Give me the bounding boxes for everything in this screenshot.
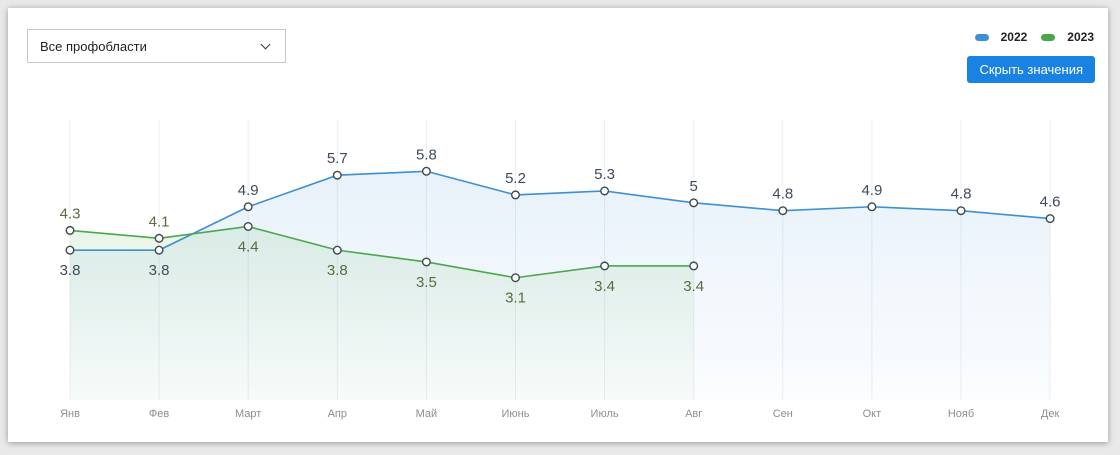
data-point (956, 206, 966, 216)
data-label: 3.1 (505, 290, 526, 307)
x-tick-label: Июнь (502, 408, 530, 420)
legend-swatch-2023 (1041, 33, 1056, 41)
data-point (65, 225, 75, 235)
data-label: 4.1 (149, 213, 170, 230)
data-point (243, 202, 253, 212)
data-label: 5.8 (416, 146, 437, 163)
data-label: 5.2 (505, 170, 526, 187)
data-label: 3.4 (594, 278, 615, 295)
legend: 2022 2023 (974, 30, 1094, 44)
legend-label: 2022 (1000, 30, 1028, 44)
data-label: 3.8 (149, 262, 170, 279)
data-label: 3.5 (416, 274, 437, 291)
data-point (778, 206, 788, 216)
legend-label: 2023 (1067, 30, 1094, 44)
x-tick-label: Июль (591, 408, 619, 420)
legend-item-2023[interactable]: 2023 (1041, 30, 1094, 44)
data-point (600, 261, 610, 271)
data-point (243, 221, 253, 231)
data-point (154, 233, 164, 243)
x-tick-label: Фев (149, 408, 169, 420)
x-tick-label: Нояб (948, 408, 974, 420)
data-point (511, 190, 521, 200)
data-label: 3.4 (683, 278, 704, 295)
data-point (867, 202, 877, 212)
x-tick-label: Янв (60, 408, 80, 420)
data-point (511, 273, 521, 283)
data-label: 4.9 (861, 182, 882, 199)
profarea-select[interactable]: Все профобласти (27, 29, 286, 63)
data-point (154, 245, 164, 255)
data-label: 5.3 (594, 166, 615, 183)
x-tick-label: Сен (773, 408, 793, 420)
data-label: 4.9 (238, 182, 259, 199)
data-label: 5 (690, 178, 698, 195)
data-label: 5.7 (327, 150, 348, 167)
data-point (65, 245, 75, 255)
profarea-select-value: Все профобласти (40, 38, 147, 54)
x-tick-label: Май (416, 408, 438, 420)
series-line-2023 (69, 225, 694, 279)
data-label: 3.8 (60, 262, 81, 279)
data-point (689, 198, 699, 208)
data-label: 3.8 (327, 262, 348, 279)
data-point (421, 166, 431, 176)
hide-values-button[interactable]: Скрыть значения (967, 56, 1095, 83)
x-tick-label: Дек (1041, 408, 1060, 420)
series-area-2023 (70, 226, 694, 400)
data-label: 4.4 (238, 238, 259, 255)
data-point (600, 186, 610, 196)
data-point (689, 261, 699, 271)
data-point (421, 257, 431, 267)
legend-item-2022[interactable]: 2022 (974, 30, 1028, 44)
x-tick-label: Апр (328, 408, 347, 420)
data-point (332, 170, 342, 180)
x-tick-label: Авг (685, 408, 702, 420)
data-label: 4.8 (772, 186, 793, 203)
data-label: 4.6 (1040, 194, 1061, 211)
data-point (1045, 214, 1055, 224)
x-tick-label: Март (235, 408, 261, 420)
data-point (332, 245, 342, 255)
data-label: 4.8 (951, 186, 972, 203)
series-line-2022 (70, 170, 1051, 251)
x-tick-label: Окт (863, 408, 882, 420)
data-label: 4.3 (60, 205, 81, 222)
legend-swatch-2022 (974, 33, 989, 41)
